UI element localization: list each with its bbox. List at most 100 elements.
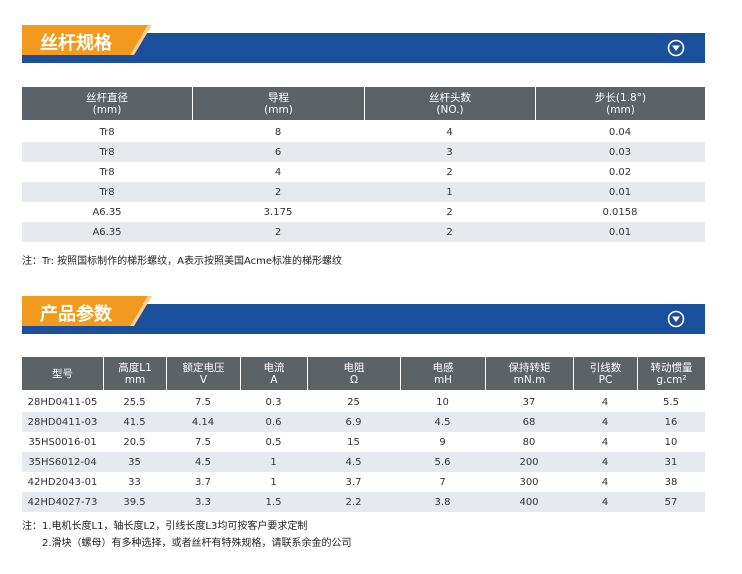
table-cell: 35HS6012-04 (28, 456, 97, 468)
header-cell: 丝杆头数 (NO.) (364, 87, 535, 120)
note: 2.滑块（螺母）有多种选择，或者丝杆有特殊规格，请联系余金的公司 (42, 538, 352, 549)
table-header-bg (22, 87, 705, 120)
table-cell: 4 (601, 436, 609, 448)
table-cell: 2 (446, 226, 453, 238)
table-cell: Tr8 (99, 166, 115, 178)
section-banner (22, 296, 705, 334)
table-cell: 35HS0016-01 (28, 436, 97, 448)
table-row-bg (22, 202, 705, 222)
table-row-bg (22, 182, 705, 202)
header-text: (mm) (606, 103, 635, 116)
table-cell: 1.5 (265, 496, 282, 508)
table-cell: 4 (601, 416, 609, 428)
table-cell: 4 (601, 496, 609, 508)
table-cell: 1 (270, 476, 277, 488)
header-text: 转动惯量 (650, 361, 693, 374)
header-text: (mm) (92, 103, 122, 116)
table-cell: 42HD4027-73 (27, 496, 98, 508)
header-cell: 丝杆直径 (mm) (22, 87, 192, 120)
table-row-bg (22, 122, 705, 142)
table-cell: 4 (601, 456, 609, 468)
table-row-bg (22, 162, 705, 182)
table-row-bg (22, 412, 705, 432)
header-cell: 电阻 Ω (307, 357, 400, 390)
table-cell: 2 (274, 226, 282, 238)
table-cell: 0.01 (608, 186, 632, 198)
table-cell: 9 (439, 436, 446, 448)
table-cell: 2 (446, 166, 453, 178)
header-text: 额定电压 (182, 361, 225, 374)
table-cell: 1 (446, 186, 453, 198)
table-cell: 33 (128, 476, 141, 488)
table-cell: 0.03 (608, 146, 632, 158)
table-cell: 28HD0411-05 (27, 396, 98, 408)
table-cell: 4.5 (345, 456, 362, 468)
header-text: 丝杆直径 (86, 91, 128, 104)
table-cell: 68 (522, 416, 536, 428)
table-cell: 3.7 (345, 476, 362, 488)
table-cell: 31 (664, 456, 678, 468)
table-cell: 0.04 (608, 126, 632, 138)
table-cell: 37 (522, 396, 536, 408)
header-text: 电阻 (343, 361, 365, 374)
header-text: 丝杆头数 (429, 91, 471, 104)
header-text: 引线数 (589, 361, 622, 374)
section-title: 丝杆规格 (40, 33, 112, 54)
table-row-bg (22, 452, 705, 472)
header-text: 高度L1 (118, 361, 152, 374)
table-cell: 4 (274, 166, 282, 178)
header-text: 步长(1.8°) (594, 91, 647, 104)
table-cell: 2.2 (345, 496, 362, 508)
table-cell: A6.35 (92, 226, 122, 238)
table-cell: 0.02 (608, 166, 632, 178)
table-row-bg (22, 492, 705, 512)
table-cell: 38 (664, 476, 678, 488)
header-cell: 保持转矩 mN.m (485, 357, 573, 390)
header-text: Ω (349, 373, 359, 386)
table-cell: 3.7 (195, 476, 211, 488)
header-text: mN.m (513, 373, 546, 386)
table-cell: 4.5 (195, 456, 211, 468)
table-cell: 2 (274, 186, 282, 198)
table-cell: 3 (446, 146, 453, 158)
header-cell: 引线数 PC (573, 357, 637, 390)
table-cell: 57 (664, 496, 678, 508)
table-row-bg (22, 222, 705, 242)
table-cell: Tr8 (99, 146, 115, 158)
table-cell: 300 (519, 476, 539, 488)
table-cell: 35 (128, 456, 141, 468)
table-cell: 39.5 (123, 496, 146, 508)
header-cell: 转动惯量 g.cm² (637, 357, 705, 390)
table-cell: 0.5 (265, 436, 282, 448)
table-cell: 8 (274, 126, 282, 138)
table-cell: 3.8 (434, 496, 451, 508)
table-row-bg (22, 472, 705, 492)
table-cell: 7.5 (195, 396, 211, 408)
header-text: g.cm² (656, 373, 687, 386)
table-row-bg (22, 432, 705, 452)
table-cell: 200 (519, 456, 539, 468)
table-cell: 4 (601, 476, 609, 488)
header-cell: 电流 A (240, 357, 307, 390)
section-banner (22, 25, 705, 63)
table-cell: 15 (347, 436, 360, 448)
table-cell: 28HD0411-03 (27, 416, 98, 428)
table-cell: 2 (446, 206, 453, 218)
header-text: 型号 (52, 367, 73, 380)
table-cell: 1 (270, 456, 277, 468)
table-header-bg (22, 357, 705, 390)
table-cell: 3.175 (263, 206, 293, 218)
header-text: 导程 (268, 91, 289, 104)
header-text: (mm) (264, 103, 293, 116)
header-cell: 电感 mH (400, 357, 485, 390)
table-cell: 4.14 (191, 416, 215, 428)
header-text: V (199, 373, 208, 386)
table-cell: 80 (522, 436, 536, 448)
table-cell: A6.35 (92, 206, 122, 218)
table-cell: 0.3 (265, 396, 282, 408)
header-text: mm (124, 373, 146, 386)
header-text: 电流 (263, 361, 285, 374)
header-text: (NO.) (436, 103, 464, 116)
note: 注：1.电机长度L1，轴长度L2，引线长度L3均可按客户要求定制 (22, 521, 308, 532)
